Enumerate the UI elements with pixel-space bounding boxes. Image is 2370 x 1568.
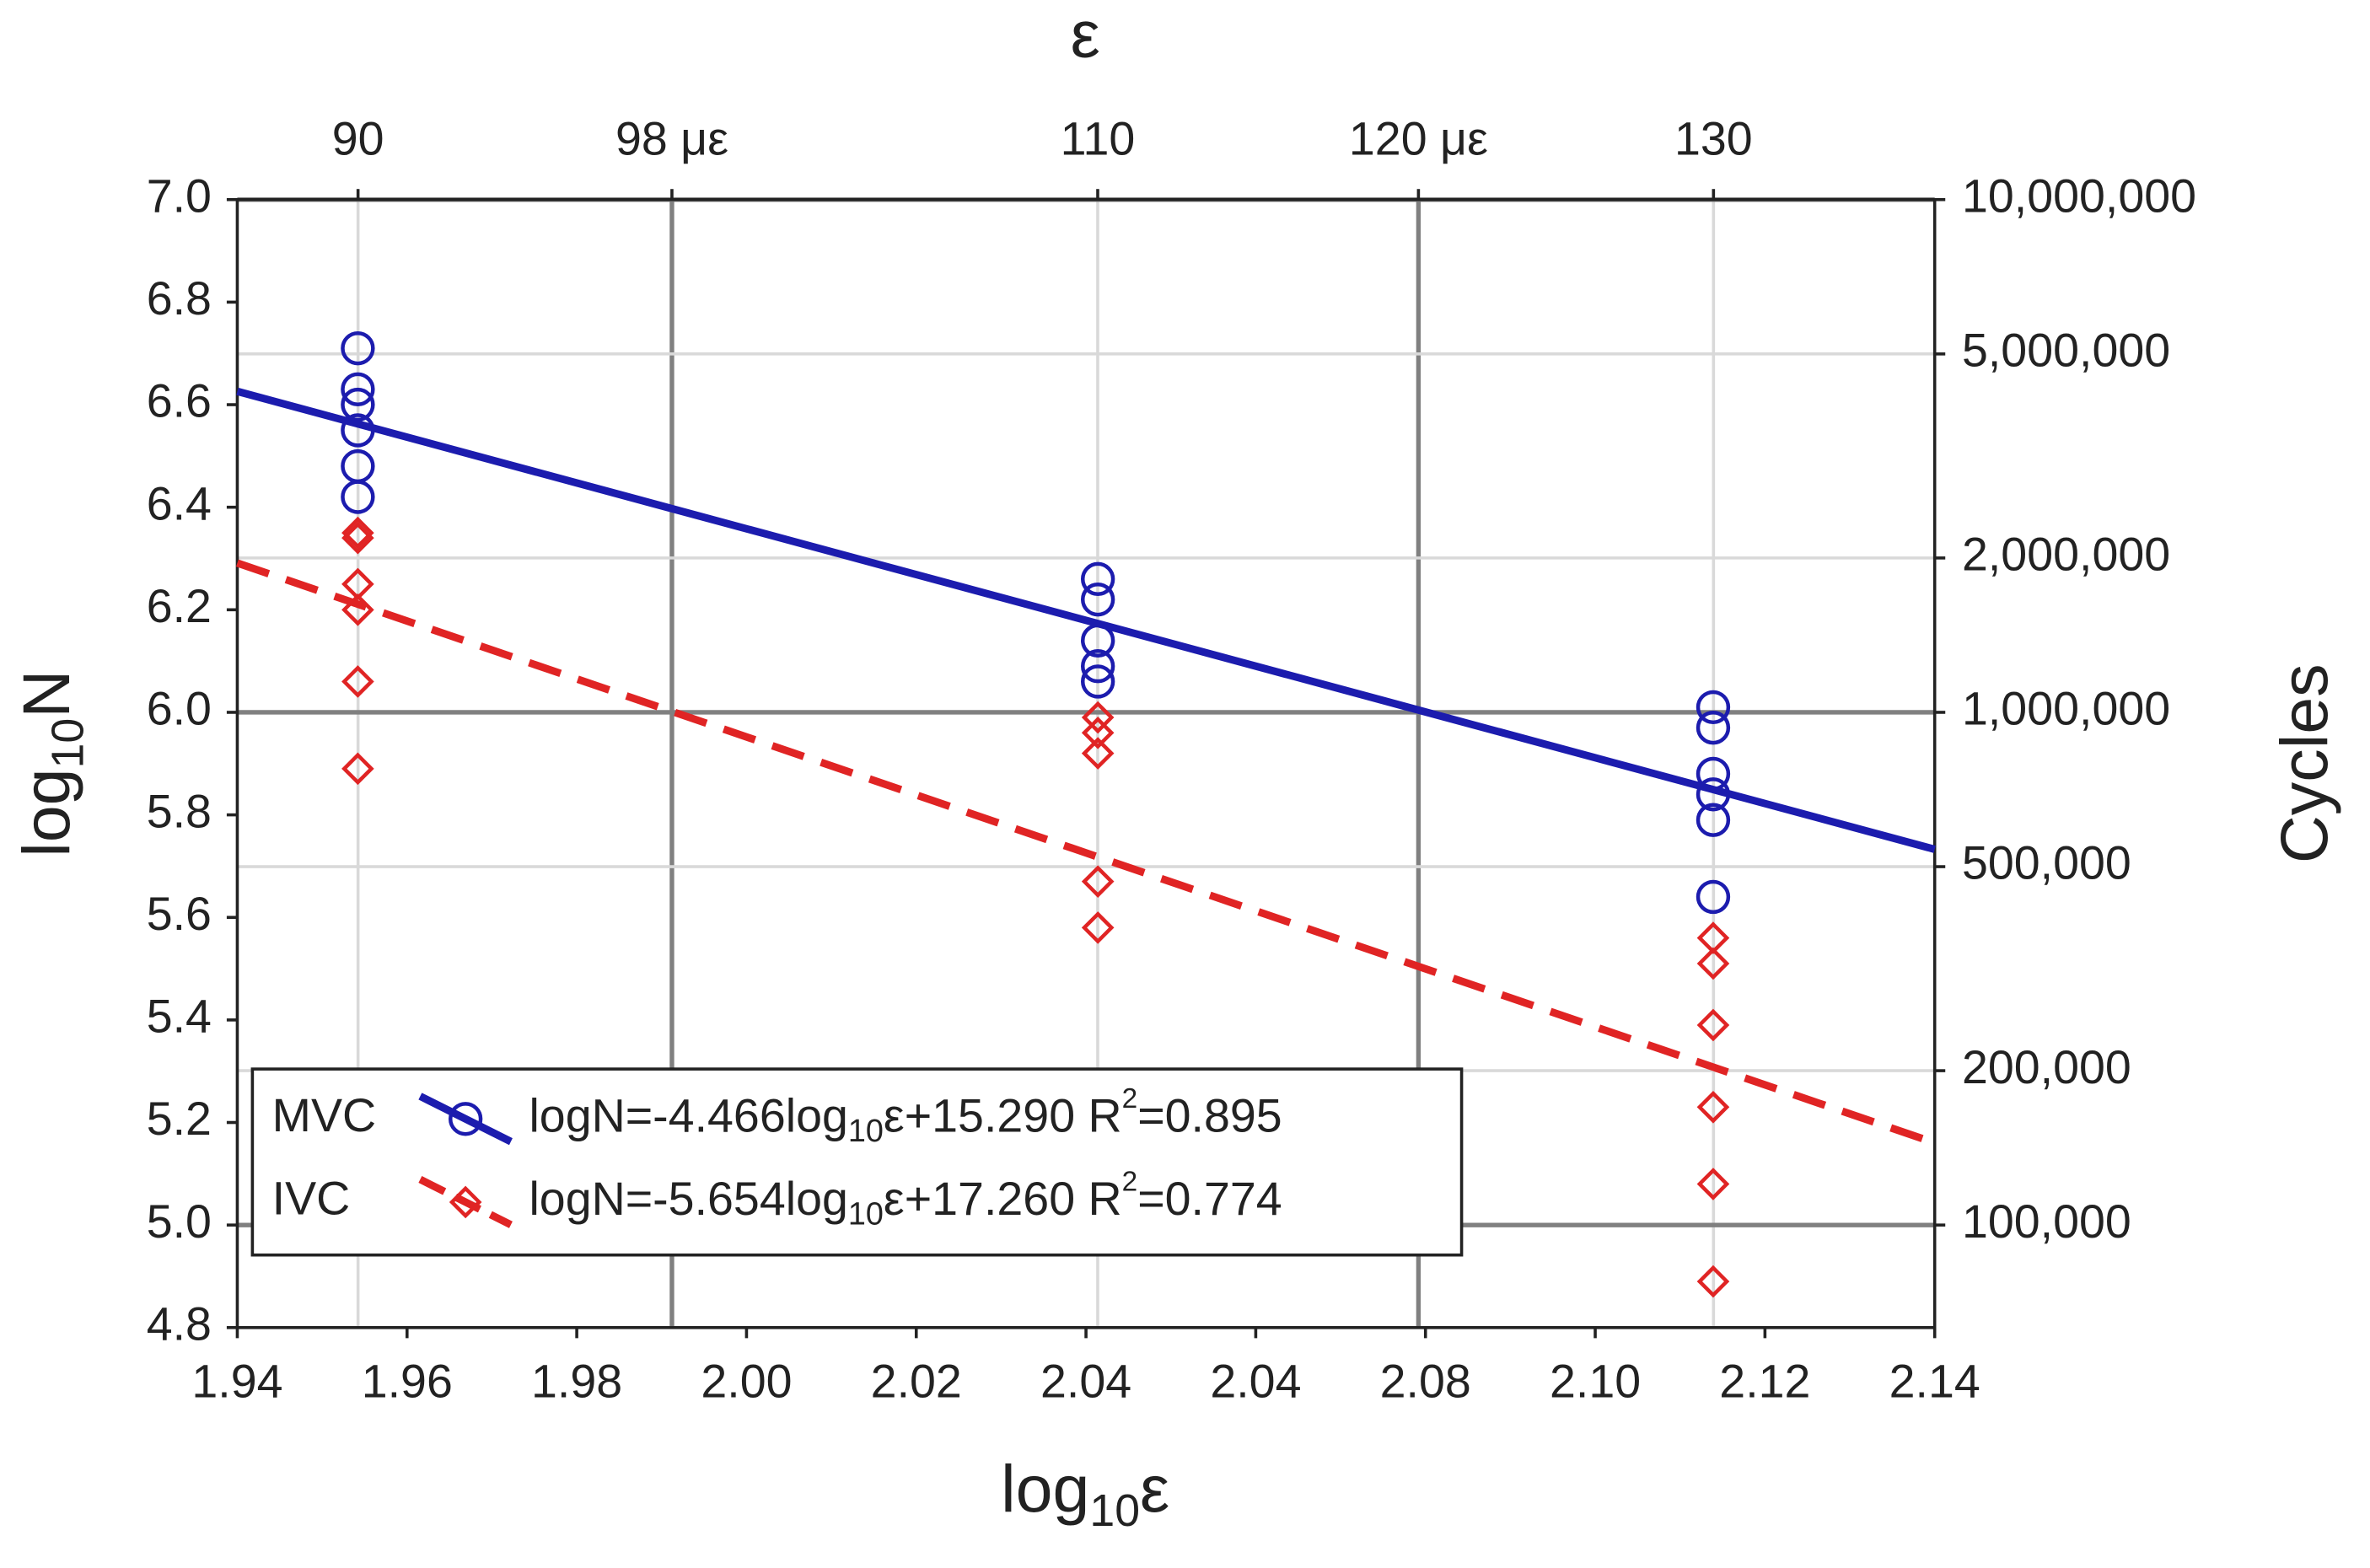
y-tick-label: 5.8: [147, 785, 212, 837]
marker: [341, 752, 374, 786]
y-axis-title: log10N: [9, 670, 94, 857]
text-part: ε+15.290 R: [884, 1089, 1122, 1141]
x2-tick-label: 90: [332, 112, 384, 164]
marker: [1081, 561, 1115, 597]
y-tick-label: 5.6: [147, 888, 212, 940]
legend-line: [418, 1093, 513, 1146]
marker: [1696, 690, 1731, 725]
x-axis-title: log10ε: [1001, 1452, 1169, 1536]
legend-marker: [449, 1185, 482, 1219]
marker: [1696, 1168, 1730, 1200]
y-tick-label: 6.6: [147, 375, 212, 427]
y2-tick-label: 2,000,000: [1962, 529, 2170, 581]
marker: [1081, 737, 1115, 770]
x-tick-label: 1.98: [531, 1356, 622, 1408]
marker: [1081, 623, 1115, 658]
marker: [341, 516, 374, 550]
marker: [341, 387, 375, 422]
legend-line: [418, 1176, 513, 1228]
marker: [1696, 1090, 1730, 1124]
y-tick-label: 5.4: [147, 991, 212, 1043]
text-part: logN=-4.466log: [529, 1089, 847, 1141]
text-part: ε+17.260 R: [884, 1173, 1122, 1225]
text-part: 2: [1122, 1167, 1138, 1198]
legend-equation: logN=-4.466log10ε+15.290 R2=0.895: [529, 1083, 1282, 1149]
text-part: =0.774: [1137, 1173, 1282, 1225]
marker: [1696, 1008, 1730, 1042]
marker: [1696, 711, 1731, 745]
marker: [1696, 1265, 1730, 1298]
x-tick-label: 1.96: [362, 1356, 453, 1408]
marker: [341, 413, 375, 448]
legend-box: [250, 1067, 1464, 1257]
marker: [1696, 879, 1731, 915]
x-tick-label: 2.08: [1380, 1356, 1471, 1408]
y-tick-label: 6.0: [147, 683, 212, 735]
x-tick-label: 2.12: [1719, 1356, 1810, 1408]
y-tick-label: 5.2: [147, 1093, 212, 1145]
y2-tick-label: 100,000: [1962, 1195, 2131, 1248]
y-tick-label: 6.8: [147, 272, 212, 325]
text-part: 10: [1089, 1485, 1140, 1536]
marker: [1696, 803, 1731, 837]
y2-axis-title: Cycles: [2267, 663, 2341, 863]
marker: [341, 372, 375, 406]
legend-equation: logN=-5.654log10ε+17.260 R2=0.774: [529, 1167, 1282, 1232]
y-tick-label: 6.4: [147, 477, 212, 529]
marker: [1696, 947, 1730, 980]
x-tick-label: 2.02: [871, 1356, 962, 1408]
x-tick-label: 2.04: [1210, 1356, 1301, 1408]
marker: [1696, 756, 1731, 792]
text-part: log: [1001, 1452, 1089, 1526]
marker: [1081, 582, 1115, 617]
marker: [1081, 649, 1115, 684]
marker: [1081, 664, 1115, 699]
x-tick-label: 2.14: [1889, 1356, 1980, 1408]
y2-tick-label: 500,000: [1962, 837, 2131, 889]
text-part: =0.895: [1137, 1089, 1282, 1141]
x-tick-label: 2.10: [1550, 1356, 1641, 1408]
text-part: 10: [848, 1197, 884, 1232]
marker: [1081, 865, 1115, 898]
y2-tick-label: 1,000,000: [1962, 683, 2170, 735]
y-tick-label: 7.0: [147, 169, 212, 222]
text-part: 10: [43, 718, 94, 769]
y-tick-label: 4.8: [147, 1297, 212, 1350]
marker: [1081, 716, 1115, 749]
legend-marker: [448, 1102, 483, 1136]
y-tick-label: 6.2: [147, 580, 212, 632]
x2-tick-label: 110: [1061, 112, 1136, 164]
marker: [341, 330, 375, 366]
marker: [1081, 911, 1115, 944]
x-tick-label: 1.94: [191, 1356, 282, 1408]
x2-tick-label: 98 με: [615, 112, 728, 164]
y-tick-label: 5.0: [147, 1195, 212, 1248]
x2-tick-label: 130: [1674, 112, 1753, 164]
x-tick-label: 2.04: [1040, 1356, 1131, 1408]
y2-tick-label: 10,000,000: [1962, 169, 2196, 222]
x-tick-label: 2.00: [701, 1356, 792, 1408]
fit-line: [236, 387, 1936, 853]
marker: [341, 480, 375, 514]
marker: [1696, 777, 1731, 812]
x2-tick-label: 120 με: [1349, 112, 1488, 164]
marker: [341, 521, 374, 555]
x2-axis-title: ε: [1071, 0, 1100, 71]
marker: [1081, 701, 1115, 734]
y2-tick-label: 200,000: [1962, 1041, 2131, 1093]
text-part: 10: [848, 1114, 884, 1149]
text-part: log: [9, 768, 83, 856]
y2-tick-label: 5,000,000: [1962, 325, 2170, 377]
text-part: ε: [1140, 1452, 1169, 1526]
legend-name: IVC: [272, 1173, 351, 1225]
marker: [341, 665, 374, 698]
legend-name: MVC: [272, 1089, 376, 1141]
text-part: logN=-5.654log: [529, 1173, 847, 1225]
text-part: N: [9, 670, 83, 718]
marker: [341, 593, 374, 626]
fit-line: [236, 559, 1937, 1146]
text-part: 2: [1122, 1083, 1138, 1114]
